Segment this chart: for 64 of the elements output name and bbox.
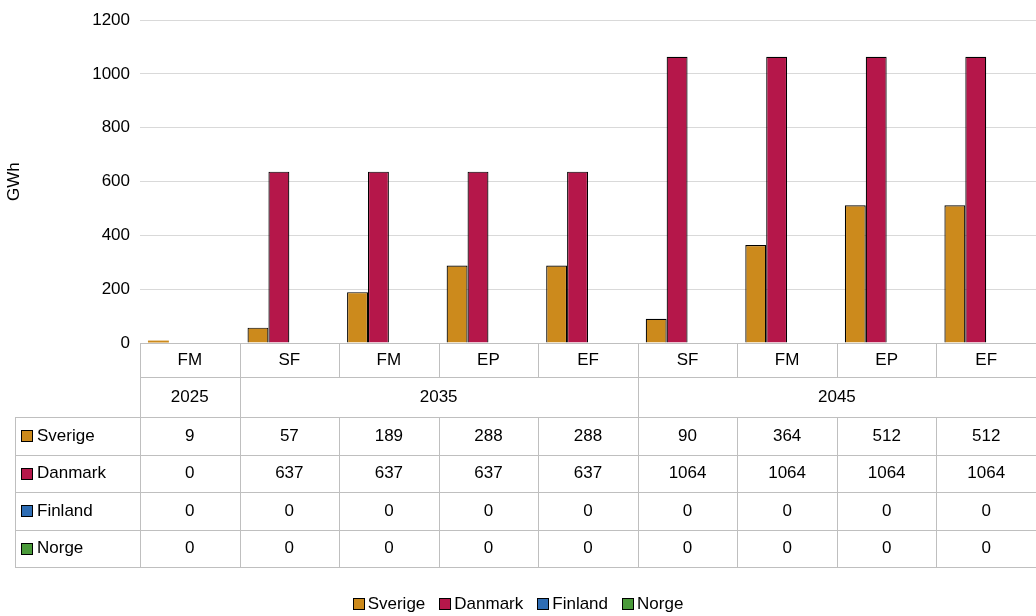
x-tick-label: EP	[477, 349, 500, 369]
data-label: 0	[782, 538, 792, 558]
legend-label: Sverige	[37, 425, 95, 445]
data-label: 0	[284, 538, 295, 558]
text: 2045	[817, 386, 856, 406]
y-tick-label: 1000	[92, 63, 130, 83]
data-label: 0	[583, 538, 593, 558]
text: Norge	[637, 594, 684, 613]
data-label: 0	[881, 538, 892, 558]
text: Finland	[552, 594, 609, 613]
y-tick-label: 600	[101, 171, 130, 191]
text: Sverige	[367, 594, 426, 613]
data-label: 512	[872, 425, 901, 445]
data-label: 512	[972, 425, 1001, 445]
text: 2035	[419, 386, 458, 406]
text: 2025	[170, 386, 209, 406]
data-label: 0	[185, 463, 195, 483]
data-label: 189	[374, 425, 404, 445]
data-label: 0	[483, 538, 494, 558]
y-axis-title: GWh	[3, 162, 23, 201]
x-tick-label: FM	[376, 349, 402, 369]
y-tick-label: 200	[101, 278, 130, 298]
x-tick-label: EF	[975, 349, 998, 369]
x-tick-label: SF	[278, 349, 301, 369]
data-label: 0	[185, 500, 195, 520]
data-label: 288	[573, 425, 603, 445]
y-tick-label: 800	[101, 117, 130, 137]
data-label: 1064	[668, 463, 707, 483]
x-tick-label: FM	[774, 349, 800, 369]
data-label: 1064	[867, 463, 906, 483]
y-tick-label: 1200	[92, 9, 130, 29]
data-label: 637	[275, 463, 304, 483]
x-tick-label: EP	[875, 349, 899, 369]
data-label: 0	[284, 500, 295, 520]
data-label: 637	[573, 463, 603, 483]
data-label: 90	[678, 425, 698, 445]
data-label: 9	[185, 425, 195, 445]
y-tick-label: 0	[120, 332, 130, 352]
data-label: 288	[474, 425, 503, 445]
data-label: 0	[981, 500, 991, 520]
data-label: 0	[682, 500, 693, 520]
data-label: 1064	[967, 463, 1006, 483]
x-tick-label: SF	[676, 349, 699, 369]
legend-label: Danmark	[37, 463, 107, 483]
data-label: 0	[981, 538, 991, 558]
data-label: 0	[185, 538, 195, 558]
data-label: 57	[279, 425, 299, 445]
data-label: 0	[583, 500, 593, 520]
data-label: 0	[384, 500, 394, 520]
data-label: 0	[384, 538, 394, 558]
data-label: 0	[881, 500, 892, 520]
data-label: 0	[782, 500, 792, 520]
legend-label: Finland	[37, 500, 93, 520]
data-label: 637	[374, 463, 404, 483]
x-tick-label: FM	[177, 349, 203, 369]
data-label: 0	[483, 500, 494, 520]
text: Danmark	[454, 594, 524, 613]
legend-label: Norge	[37, 538, 84, 558]
data-label: 1064	[768, 463, 807, 483]
x-tick-label: EF	[577, 349, 599, 369]
y-tick-label: 400	[101, 225, 130, 245]
data-label: 0	[682, 538, 693, 558]
data-label: 637	[474, 463, 503, 483]
data-label: 364	[772, 425, 802, 445]
